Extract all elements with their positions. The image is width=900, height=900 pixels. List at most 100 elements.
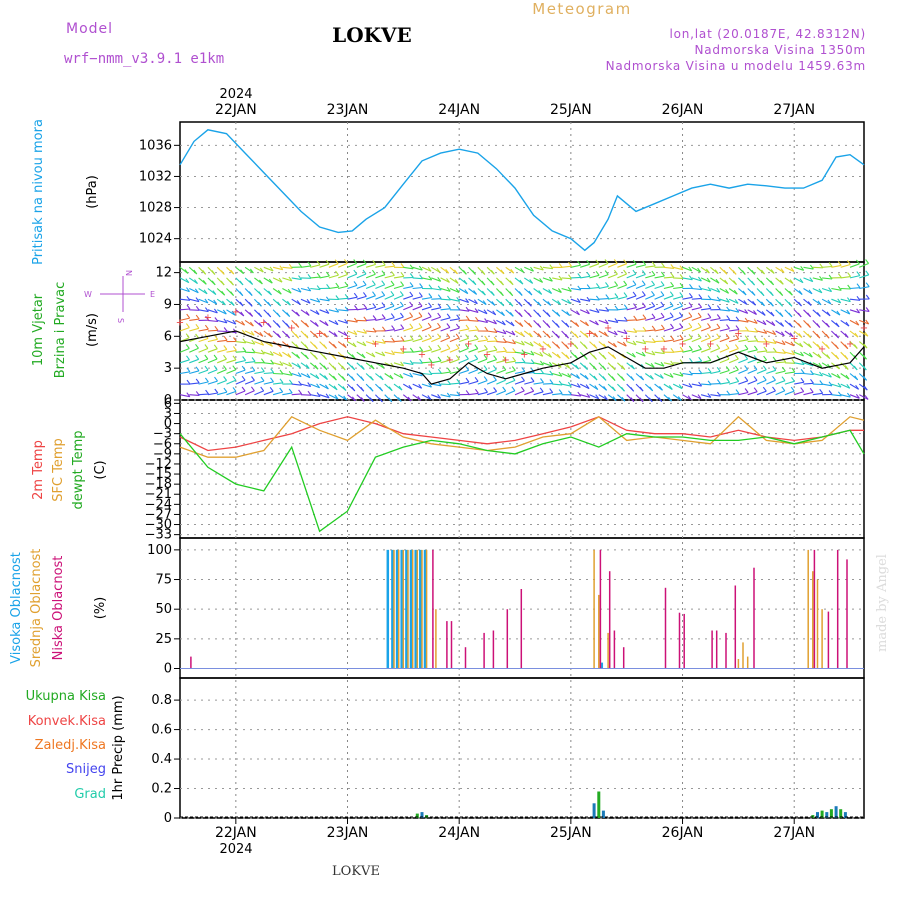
wind-barb-tick xyxy=(689,357,693,363)
wind-barb-tick xyxy=(800,360,805,365)
wind-barb-tick xyxy=(753,345,758,351)
wind-barb-tick xyxy=(837,298,842,304)
wind-barb-tick xyxy=(223,354,227,360)
wind-barb xyxy=(663,327,674,332)
wind-barb xyxy=(300,287,311,292)
wind-barb xyxy=(179,394,190,398)
wind-barb xyxy=(458,288,469,295)
wind-barb-tick xyxy=(493,345,498,351)
wind-barb xyxy=(486,379,497,385)
wind-barb-tick xyxy=(744,326,749,332)
wind-barb xyxy=(421,349,432,353)
wind-barb-tick xyxy=(688,266,693,272)
wind-barb-tick xyxy=(688,275,693,281)
temp-tick-label: −12 xyxy=(145,457,172,472)
wind-barb xyxy=(198,393,209,396)
wind-barb xyxy=(626,273,637,279)
wind-barb xyxy=(552,393,563,396)
wind-barb-tick xyxy=(546,312,551,318)
wind-barb-tick xyxy=(407,396,412,402)
wind-barb-tick xyxy=(381,338,386,344)
wind-barb xyxy=(728,348,739,353)
wind-barb xyxy=(198,358,209,364)
wind-barb xyxy=(421,361,432,364)
wind-barb xyxy=(607,262,618,268)
wind-barb-tick xyxy=(427,266,432,272)
wind-barb xyxy=(626,295,637,300)
wind-barb xyxy=(291,362,301,369)
precip-bar xyxy=(825,812,829,818)
wind-barb xyxy=(598,319,609,325)
wind-barb xyxy=(431,298,442,300)
wind-barb xyxy=(328,263,339,268)
wind-barb-tick xyxy=(707,286,712,292)
wind-barb-tick xyxy=(371,269,376,275)
wind-barb-tick xyxy=(577,260,582,266)
precip-legend-snow: Snijeg xyxy=(66,762,106,777)
precip-tick-labels: 00.20.40.60.8 xyxy=(151,693,180,826)
wind-barb-tick xyxy=(611,365,616,371)
wind-barb xyxy=(524,390,534,396)
wind-barb-tick xyxy=(372,303,377,308)
wind-barb-tick xyxy=(381,260,386,266)
wind-barb-tick xyxy=(455,288,460,293)
wind-barb-tick xyxy=(241,365,246,371)
wind-barb-tick xyxy=(204,377,209,383)
wind-barb-tick xyxy=(649,386,654,392)
wind-barb-tick xyxy=(195,366,200,372)
wind-barb xyxy=(328,274,339,279)
wind-barb xyxy=(440,298,451,301)
wind-barb-tick xyxy=(623,304,628,310)
wind-barb-tick xyxy=(659,385,663,391)
wind-barb xyxy=(607,341,617,348)
temp-tick-label: −18 xyxy=(145,477,172,492)
wind-barb-tick xyxy=(400,324,405,329)
wind-barb xyxy=(812,266,823,269)
wind-barb-tick xyxy=(594,385,599,390)
wind-barb-tick xyxy=(232,365,237,371)
wind-unit: (m/s) xyxy=(85,313,100,347)
wind-barb-tick xyxy=(398,385,403,391)
wind-barb xyxy=(179,327,190,332)
gust-marker: + xyxy=(706,339,714,350)
wind-barb xyxy=(821,287,832,293)
wind-barb xyxy=(496,390,506,396)
wind-barb-tick xyxy=(251,357,256,362)
wind-barb-tick xyxy=(726,315,731,320)
pressure-tick-label: 1036 xyxy=(139,138,172,153)
wind-barb xyxy=(663,266,674,269)
wind-barb-tick xyxy=(567,299,571,304)
wind-barb xyxy=(189,382,200,385)
wind-barb-tick xyxy=(232,346,237,351)
wind-barb-tick xyxy=(276,323,281,328)
wind-barb-tick xyxy=(306,298,311,304)
wind-barb-tick xyxy=(297,372,302,377)
wind-barb-tick xyxy=(427,312,432,318)
wind-barb xyxy=(421,266,432,272)
wind-barb-tick xyxy=(864,331,869,337)
wind-barb-tick xyxy=(602,365,607,371)
gust-marker: + xyxy=(585,328,593,339)
wind-barb xyxy=(449,358,460,364)
gust-marker: + xyxy=(734,328,742,339)
wind-barb-tick xyxy=(576,374,580,379)
wind-barb-tick xyxy=(313,354,318,360)
wind-barb xyxy=(282,288,292,294)
wind-barb-tick xyxy=(325,271,330,277)
wind-barb xyxy=(468,298,478,305)
wind-barb xyxy=(216,309,227,315)
wind-barb-tick xyxy=(344,281,349,287)
wind-barb-tick xyxy=(577,391,582,397)
wind-barb-tick xyxy=(332,365,337,371)
wind-barb xyxy=(645,294,655,300)
wind-barb-tick xyxy=(307,286,312,292)
wind-barb-tick xyxy=(279,265,284,271)
wind-barb xyxy=(393,328,404,332)
wind-barb-tick xyxy=(761,301,765,307)
wind-barb xyxy=(319,309,330,314)
wind-barb xyxy=(849,275,860,279)
wind-barb-tick xyxy=(760,280,765,286)
wind-barb-tick xyxy=(835,322,840,328)
wind-barb-tick xyxy=(679,334,684,340)
wind-barb-tick xyxy=(574,333,579,339)
